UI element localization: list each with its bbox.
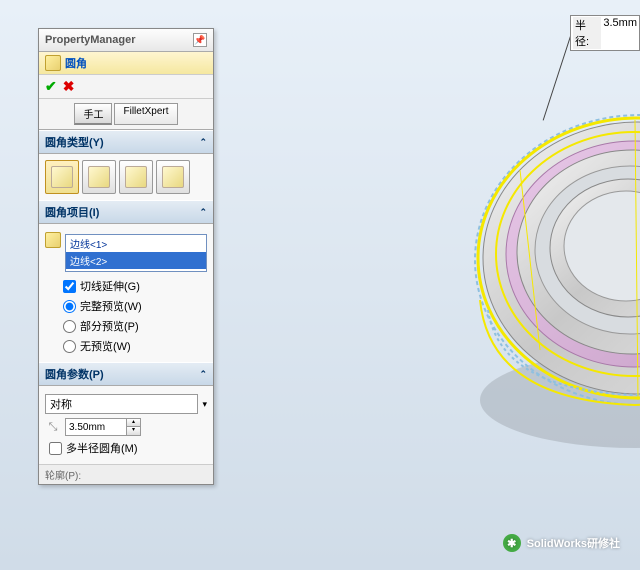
edge-selection-icon [45,232,61,248]
feature-title-row: 圆角 [39,52,213,75]
fillet-type-constant[interactable] [45,160,79,194]
partial-preview-row: 部分预览(P) [45,316,207,336]
fillet-feature-icon [45,55,61,71]
multi-radius-checkbox[interactable] [49,442,62,455]
tangent-checkbox[interactable] [63,280,76,293]
no-preview-row: 无预览(W) [45,336,207,356]
confirm-row: ✔ ✖ [39,75,213,99]
feature-name: 圆角 [65,55,87,71]
wechat-icon: ✱ [503,534,521,552]
section-fillet-type[interactable]: 圆角类型(Y) ⌃ [39,130,213,154]
radius-callout[interactable]: 半径: 3.5mm [570,15,640,51]
edge-selection-list[interactable]: 边线<1> 边线<2> [65,234,207,272]
section-fillet-items[interactable]: 圆角项目(I) ⌃ [39,200,213,224]
no-preview-label: 无预览(W) [80,338,131,354]
full-preview-radio[interactable] [63,300,76,313]
pin-icon[interactable]: 📌 [193,33,207,47]
radius-input[interactable] [66,421,126,434]
3d-viewport[interactable]: 半径: 3.5mm [220,0,640,570]
tab-manual[interactable]: 手工 [74,103,112,125]
profile-section-hint: 轮廓(P): [39,464,213,484]
radius-icon: ⤡ [45,419,61,435]
no-preview-radio[interactable] [63,340,76,353]
tangent-propagation-row: 切线延伸(G) [45,276,207,296]
radius-spinner: ▴ ▾ [65,418,141,436]
symmetry-dropdown[interactable]: 对称 [45,394,198,414]
fillet-type-body [39,154,213,200]
section-items-label: 圆角项目(I) [45,204,99,220]
section-fillet-params[interactable]: 圆角参数(P) ⌃ [39,362,213,386]
watermark: ✱ SolidWorks研修社 [503,534,620,552]
bearing-ring-model [460,60,640,460]
partial-preview-radio[interactable] [63,320,76,333]
tab-filletxpert[interactable]: FilletXpert [114,103,177,125]
callout-label: 半径: [573,17,601,49]
list-item[interactable]: 边线<2> [66,252,206,269]
partial-preview-label: 部分预览(P) [80,318,139,334]
fillet-items-body: 边线<1> 边线<2> 切线延伸(G) 完整预览(W) 部分预览(P) 无预览(… [39,224,213,362]
pm-title: PropertyManager [45,34,135,46]
dropdown-icon: ▾ [202,399,207,410]
fillet-params-body: 对称 ▾ ⤡ ▴ ▾ 多半径圆角(M) [39,386,213,464]
multi-radius-label: 多半径圆角(M) [66,440,138,456]
ok-button[interactable]: ✔ [45,78,57,95]
property-manager-panel: PropertyManager 📌 圆角 ✔ ✖ 手工 FilletXpert … [38,28,214,485]
spin-down-button[interactable]: ▾ [126,427,140,435]
chevron-up-icon: ⌃ [199,137,207,148]
callout-value: 3.5mm [603,17,637,49]
watermark-text: SolidWorks研修社 [527,535,620,551]
spin-up-button[interactable]: ▴ [126,419,140,427]
cancel-button[interactable]: ✖ [63,78,75,95]
list-item[interactable]: 边线<1> [66,235,206,252]
symmetry-value: 对称 [50,399,72,411]
section-params-label: 圆角参数(P) [45,366,104,382]
chevron-up-icon: ⌃ [199,369,207,380]
fillet-type-face[interactable] [119,160,153,194]
mode-tabs: 手工 FilletXpert [39,99,213,130]
tangent-label: 切线延伸(G) [80,278,140,294]
pm-header: PropertyManager 📌 [39,29,213,52]
chevron-up-icon: ⌃ [199,207,207,218]
full-preview-label: 完整预览(W) [80,298,142,314]
section-type-label: 圆角类型(Y) [45,134,104,150]
fillet-type-variable[interactable] [82,160,116,194]
full-preview-row: 完整预览(W) [45,296,207,316]
fillet-type-full[interactable] [156,160,190,194]
